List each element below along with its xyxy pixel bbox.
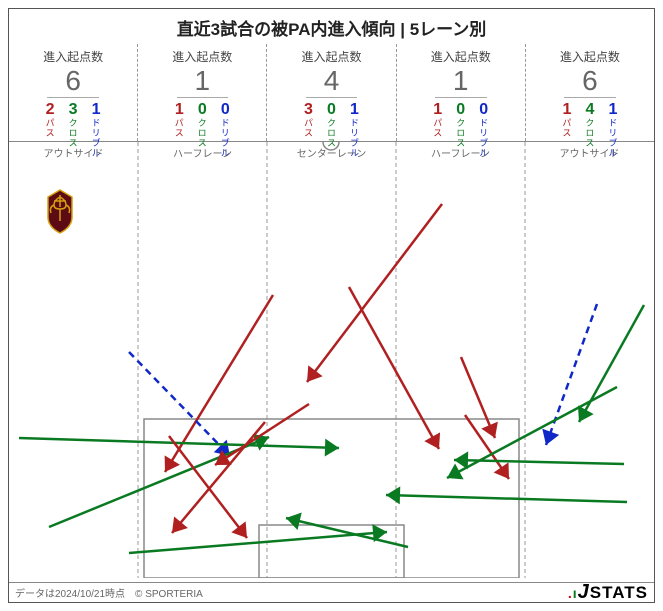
dot-red: . <box>568 585 572 601</box>
breakdown-val: 2 <box>46 102 55 118</box>
footer-text: データは2024/10/21時点 © SPORTERIA <box>15 585 203 600</box>
footer: データは2024/10/21時点 © SPORTERIA . ı J STATS <box>9 582 654 602</box>
lane-label: センターレーン <box>267 142 396 160</box>
stats-letters: STATS <box>590 583 648 603</box>
lane-stats-row: 進入起点数62パス3クロス1ドリブル進入起点数11パス0クロス0ドリブル進入起点… <box>9 44 654 142</box>
stat-total: 1 <box>177 67 229 98</box>
breakdown-val: 0 <box>221 102 230 118</box>
breakdown-val: 3 <box>304 102 313 118</box>
stat-label: 進入起点数 <box>43 48 103 65</box>
breakdown-val: 4 <box>585 102 594 118</box>
chart-container: 直近3試合の被PA内進入傾向 | 5レーン別 進入起点数62パス3クロス1ドリブ… <box>8 8 655 603</box>
breakdown-label: パス <box>44 118 57 138</box>
field-area: アウトサイドハーフレーンセンターレーンハーフレーンアウトサイド <box>9 142 654 578</box>
lane-label: ハーフレーン <box>396 142 525 160</box>
breakdown-val: 1 <box>92 102 101 118</box>
lane-stat: 進入起点数11パス0クロス0ドリブル <box>137 44 266 141</box>
breakdown-label: パス <box>173 118 186 138</box>
footer-brand: . ı J STATS <box>568 581 648 604</box>
stat-label: 進入起点数 <box>431 48 491 65</box>
breakdown-val: 0 <box>327 102 336 118</box>
breakdown-val: 0 <box>456 102 465 118</box>
lane-stat: 進入起点数61パス4クロス1ドリブル <box>525 44 654 141</box>
stat-label: 進入起点数 <box>302 48 362 65</box>
breakdown-label: パス <box>302 118 315 138</box>
stat-total: 6 <box>564 67 616 98</box>
lane-label: ハーフレーン <box>138 142 267 160</box>
chart-title: 直近3試合の被PA内進入傾向 | 5レーン別 <box>9 9 654 44</box>
breakdown-val: 0 <box>198 102 207 118</box>
breakdown-label: パス <box>560 118 573 138</box>
breakdown-val: 1 <box>433 102 442 118</box>
lane-label: アウトサイド <box>9 142 138 160</box>
team-logo <box>39 187 81 240</box>
stat-total: 4 <box>306 67 358 98</box>
breakdown-val: 1 <box>608 102 617 118</box>
breakdown-val: 0 <box>479 102 488 118</box>
stat-total: 1 <box>435 67 487 98</box>
breakdown-val: 1 <box>175 102 184 118</box>
breakdown-label: パス <box>431 118 444 138</box>
breakdown-val: 1 <box>350 102 359 118</box>
j-letter: J <box>578 581 589 604</box>
lane-stat: 進入起点数11パス0クロス0ドリブル <box>396 44 525 141</box>
breakdown-val: 1 <box>562 102 571 118</box>
stat-total: 6 <box>47 67 99 98</box>
lane-stat: 進入起点数62パス3クロス1ドリブル <box>9 44 137 141</box>
breakdown-val: 3 <box>69 102 78 118</box>
dot-green: ı <box>573 585 577 601</box>
lane-label: アウトサイド <box>525 142 654 160</box>
stat-label: 進入起点数 <box>560 48 620 65</box>
field-svg <box>9 142 654 578</box>
lane-stat: 進入起点数43パス0クロス1ドリブル <box>266 44 395 141</box>
lane-labels-row: アウトサイドハーフレーンセンターレーンハーフレーンアウトサイド <box>9 142 654 160</box>
stat-label: 進入起点数 <box>172 48 232 65</box>
jstats-logo: . ı J STATS <box>568 581 648 604</box>
